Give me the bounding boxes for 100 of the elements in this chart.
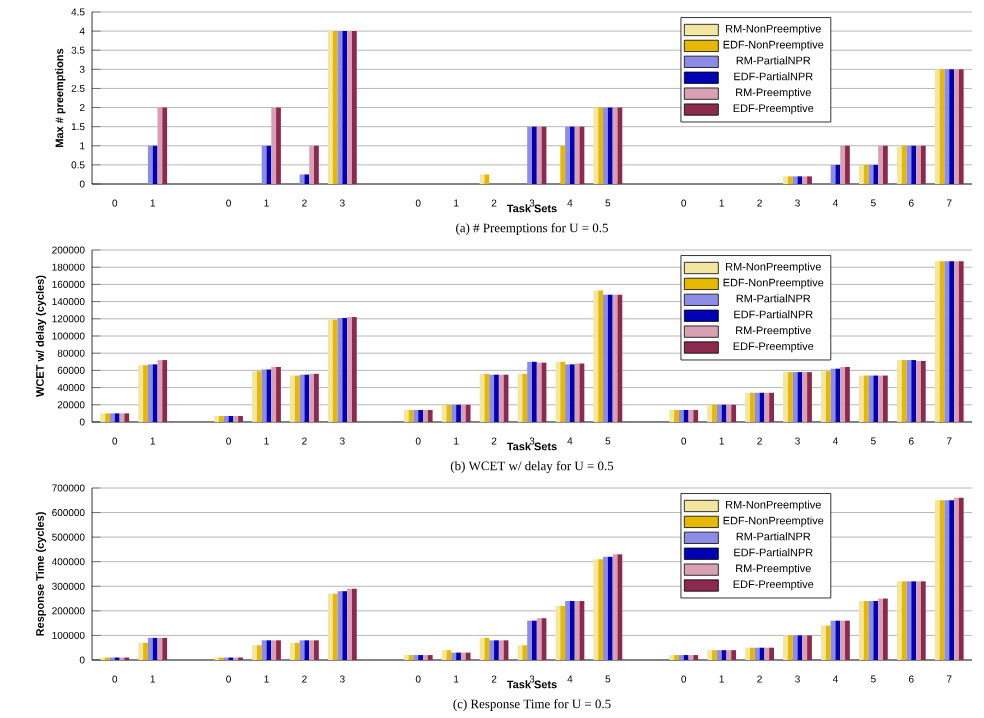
bar <box>783 176 788 185</box>
bar <box>403 655 409 661</box>
bar <box>858 165 864 185</box>
bar <box>603 294 608 423</box>
bar <box>792 372 798 423</box>
bar <box>342 591 348 661</box>
bar <box>593 107 599 185</box>
bar <box>565 601 570 661</box>
bar <box>451 405 457 423</box>
bar <box>802 635 808 661</box>
bar <box>934 69 940 185</box>
bar <box>882 375 888 423</box>
bar <box>157 638 163 661</box>
bar <box>465 405 471 423</box>
bar <box>342 318 348 423</box>
bar <box>821 625 826 661</box>
bar <box>769 647 774 661</box>
bar <box>304 374 310 423</box>
bar <box>920 145 926 185</box>
bar <box>441 650 447 661</box>
bar <box>911 360 917 423</box>
bar <box>944 500 950 661</box>
bar <box>162 638 168 661</box>
bar <box>347 31 352 185</box>
bar <box>527 362 532 423</box>
bar <box>484 638 490 661</box>
bar <box>678 655 684 661</box>
bar <box>451 652 457 661</box>
bar <box>807 635 812 661</box>
bar <box>522 645 528 661</box>
bar <box>882 598 888 661</box>
bar <box>290 375 295 423</box>
bar <box>845 367 850 423</box>
bar <box>105 413 110 423</box>
bar <box>214 416 219 423</box>
bar <box>266 369 272 423</box>
bar <box>593 290 599 423</box>
bar <box>949 500 955 661</box>
bar <box>693 655 699 661</box>
bar <box>138 365 144 423</box>
bar <box>256 371 262 423</box>
bar <box>498 374 504 423</box>
bar <box>456 405 461 423</box>
bar <box>906 360 912 423</box>
bar <box>617 107 623 185</box>
bar <box>304 640 310 661</box>
bar <box>494 374 499 423</box>
bar <box>574 126 580 185</box>
bar <box>954 498 959 661</box>
bar <box>749 647 755 661</box>
bar <box>413 655 419 661</box>
bar <box>560 362 566 423</box>
bar <box>916 581 921 661</box>
bar <box>271 107 277 185</box>
bar <box>683 410 689 423</box>
bar <box>143 365 148 423</box>
bar <box>489 640 495 661</box>
bar <box>418 410 424 423</box>
bar <box>882 145 888 185</box>
bar <box>878 598 883 661</box>
bar <box>764 647 770 661</box>
bar <box>327 31 333 185</box>
bar <box>603 107 608 185</box>
bar <box>522 374 528 423</box>
bar <box>309 374 315 423</box>
bar <box>218 416 224 423</box>
bar <box>958 261 964 423</box>
bar <box>911 581 917 661</box>
bar <box>147 638 153 661</box>
bar <box>484 174 490 185</box>
bar <box>427 410 433 423</box>
bar <box>716 405 722 423</box>
bar <box>863 165 869 185</box>
bar <box>716 650 722 661</box>
bar <box>731 650 737 661</box>
bar <box>441 405 447 423</box>
bar <box>114 413 120 423</box>
bar <box>835 368 841 423</box>
bar <box>783 635 788 661</box>
bar <box>290 643 295 661</box>
bar <box>896 360 902 423</box>
bar <box>712 405 717 423</box>
bar <box>294 643 300 661</box>
bar <box>674 655 679 661</box>
bar <box>162 107 168 185</box>
bar <box>840 145 846 185</box>
bar <box>845 145 850 185</box>
bar <box>669 655 675 661</box>
bar <box>157 360 163 423</box>
bar <box>678 410 684 423</box>
bar <box>427 655 433 661</box>
bar <box>787 372 793 423</box>
bar <box>276 107 281 185</box>
bar <box>351 588 357 661</box>
bar <box>152 145 158 185</box>
bar <box>825 371 831 423</box>
bar <box>607 557 613 661</box>
bar <box>347 588 352 661</box>
bar <box>532 126 537 185</box>
bar <box>934 500 940 661</box>
